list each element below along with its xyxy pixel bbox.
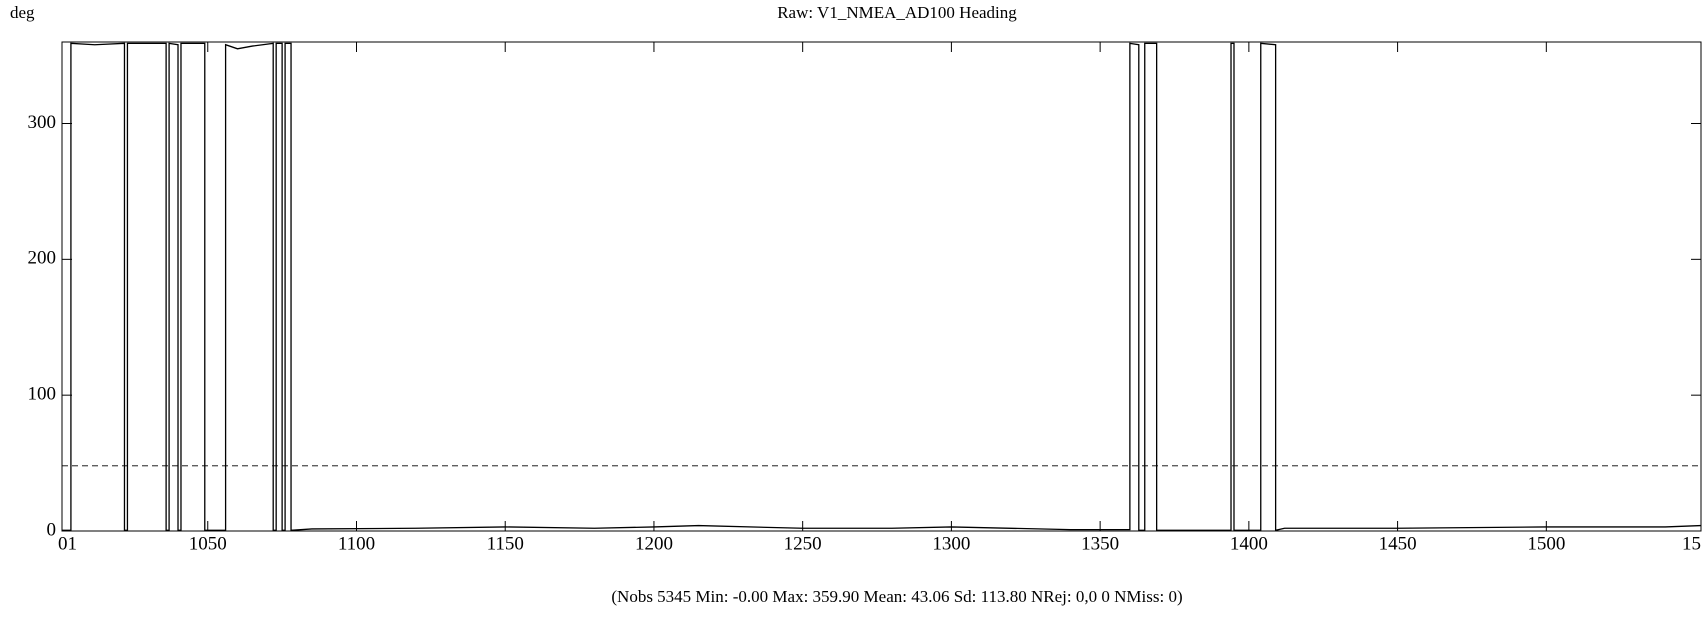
x-tick-label: 1150 — [487, 533, 524, 554]
y-tick-label: 100 — [28, 384, 57, 405]
x-tick-label: 1100 — [338, 533, 375, 554]
footer-stats: (Nobs 5345 Min: -0.00 Max: 359.90 Mean: … — [611, 587, 1182, 606]
y-tick-label: 200 — [28, 248, 57, 269]
x-tick-label: 1500 — [1527, 533, 1565, 554]
x-tick-label: 1400 — [1230, 533, 1268, 554]
x-tick-label: 1350 — [1081, 533, 1119, 554]
x-tick-label: 1250 — [784, 533, 822, 554]
plot-frame — [61, 41, 1702, 532]
x-tick-label: 1450 — [1379, 533, 1417, 554]
y-axis-label: deg — [10, 3, 35, 22]
y-tick-label: 300 — [28, 112, 57, 133]
x-tick-label: 1200 — [635, 533, 673, 554]
y-tick-label: 0 — [47, 519, 57, 540]
x-tick-label: 1050 — [189, 533, 227, 554]
x-tick-label: 15 — [1682, 533, 1701, 554]
x-tick-label: 01 — [58, 533, 77, 554]
chart-title: Raw: V1_NMEA_AD100 Heading — [777, 3, 1017, 22]
x-tick-label: 1300 — [932, 533, 970, 554]
data-line — [62, 42, 1702, 532]
